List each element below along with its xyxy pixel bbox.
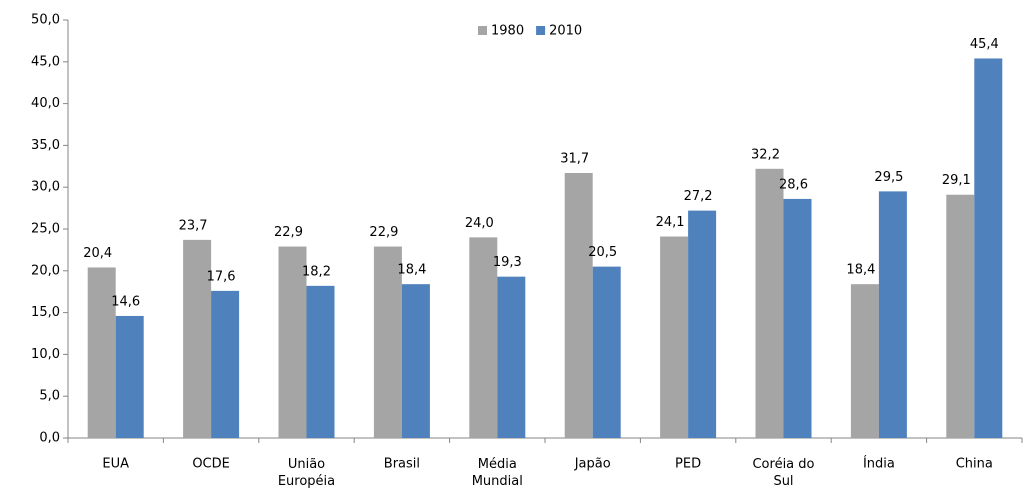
bar: [469, 237, 498, 438]
legend-label: 2010: [549, 24, 582, 39]
data-label: 19,3: [493, 255, 522, 270]
bar: [278, 246, 307, 438]
bar: [183, 239, 212, 438]
x-tick-label: Coréia do Sul: [752, 457, 814, 489]
bar: [688, 210, 717, 438]
y-tick-label: 20,0: [31, 263, 60, 278]
data-label: 18,2: [302, 264, 331, 279]
y-tick-label: 10,0: [31, 347, 60, 362]
data-label: 27,2: [684, 189, 713, 204]
bar: [783, 198, 812, 438]
data-label: 28,6: [779, 177, 808, 192]
y-tick-label: 15,0: [31, 305, 60, 320]
bar: [755, 168, 784, 439]
bar: [401, 284, 430, 438]
x-tick-label: China: [956, 457, 993, 472]
y-tick-label: 50,0: [31, 13, 60, 28]
data-label: 24,1: [656, 215, 685, 230]
y-tick-label: 0,0: [39, 431, 60, 446]
x-tick-label: União Européia: [278, 457, 335, 489]
x-tick-label: Média Mundial: [472, 457, 523, 489]
legend-swatch: [478, 26, 487, 35]
x-tick-label: Japão: [574, 457, 611, 472]
y-tick-label: 35,0: [31, 138, 60, 153]
bar: [115, 315, 144, 438]
data-label: 23,7: [179, 218, 208, 233]
data-label: 29,5: [874, 170, 903, 185]
bar: [660, 236, 689, 438]
x-tick-label: Índia: [863, 456, 895, 472]
bar: [306, 285, 335, 438]
y-tick-label: 45,0: [31, 54, 60, 69]
y-tick-label: 40,0: [31, 96, 60, 111]
bar: [373, 246, 402, 438]
bar: [211, 290, 240, 438]
data-label: 29,1: [942, 173, 971, 188]
legend-label: 1980: [491, 24, 524, 39]
legend-swatch: [536, 26, 546, 35]
data-label: 22,9: [369, 225, 398, 240]
data-label: 45,4: [970, 37, 999, 52]
x-tick-label: Brasil: [384, 457, 420, 472]
data-label: 22,9: [274, 225, 303, 240]
x-tick-label: PED: [675, 457, 701, 472]
data-label: 32,2: [751, 147, 780, 162]
data-label: 18,4: [846, 263, 875, 278]
data-label: 20,4: [83, 246, 112, 261]
data-label: 18,4: [397, 263, 426, 278]
data-label: 17,6: [207, 269, 236, 284]
bar: [87, 267, 116, 438]
bar: [497, 276, 526, 438]
bar: [946, 194, 975, 438]
bar: [564, 172, 593, 438]
bar: [592, 266, 621, 438]
data-label: 31,7: [560, 151, 589, 166]
y-tick-label: 25,0: [31, 222, 60, 237]
bar: [974, 58, 1003, 439]
y-tick-label: 5,0: [39, 389, 60, 404]
bar: [878, 191, 907, 438]
bar: [850, 284, 879, 438]
x-tick-label: OCDE: [192, 457, 230, 472]
data-label: 14,6: [111, 294, 140, 309]
data-label: 20,5: [588, 245, 617, 260]
data-label: 24,0: [465, 216, 494, 231]
y-tick-label: 30,0: [31, 180, 60, 195]
x-tick-label: EUA: [102, 457, 129, 472]
